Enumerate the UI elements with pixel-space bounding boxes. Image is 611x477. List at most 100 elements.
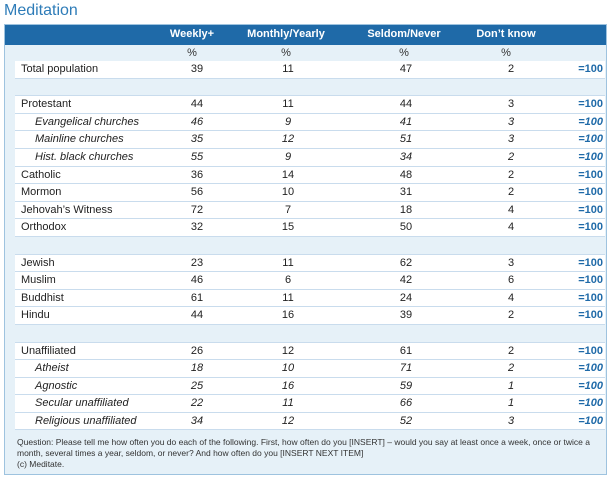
row-value: 12	[281, 414, 295, 427]
unit-label-weekly: %	[187, 47, 197, 59]
row-total: =100	[578, 168, 603, 181]
row-label: Agnostic	[35, 379, 78, 392]
row-total: =100	[578, 379, 603, 392]
row-value: 2	[507, 362, 515, 375]
row-total: =100	[578, 186, 603, 199]
row-label: Unaffiliated	[21, 344, 76, 357]
row-label: Jehovah’s Witness	[21, 203, 113, 216]
row-value: 3	[507, 133, 515, 146]
row-total: =100	[578, 414, 603, 427]
row-value: 36	[190, 168, 204, 181]
row-total: =100	[578, 274, 603, 287]
unit-label-seldom-never: %	[399, 47, 409, 59]
row-value: 11	[282, 397, 294, 410]
column-header-monthly-yearly: Monthly/Yearly	[247, 28, 325, 40]
row-label: Mainline churches	[35, 133, 124, 146]
row-label: Hist. black churches	[35, 150, 134, 163]
row-value: 46	[190, 274, 204, 287]
table-row: Catholic 36 14 48 2 =100	[15, 166, 605, 185]
row-value: 11	[282, 98, 294, 111]
row-value: 12	[281, 344, 295, 357]
row-label: Evangelical churches	[35, 115, 139, 128]
row-total: =100	[578, 344, 603, 357]
row-value: 50	[399, 221, 413, 234]
row-value: 22	[190, 397, 204, 410]
row-value: 71	[399, 362, 413, 375]
table-panel: Weekly+ Monthly/Yearly Seldom/Never Don’…	[4, 24, 607, 475]
row-value: 44	[190, 309, 204, 322]
row-value: 31	[399, 186, 413, 199]
row-value: 34	[190, 414, 204, 427]
row-label: Religious unaffiliated	[35, 414, 137, 427]
column-header-dont-know: Don’t know	[476, 28, 536, 40]
row-total: =100	[578, 115, 603, 128]
table-row: Jewish 23 11 62 3 =100	[15, 254, 605, 273]
page-title: Meditation	[4, 2, 78, 19]
row-label: Catholic	[21, 168, 61, 181]
row-value: 9	[284, 150, 292, 163]
row-label: Hindu	[21, 309, 50, 322]
row-label: Mormon	[21, 186, 62, 199]
row-value: 26	[190, 344, 204, 357]
row-label: Protestant	[21, 98, 72, 111]
row-value: 52	[399, 414, 413, 427]
row-value: 62	[399, 256, 413, 269]
row-value: 39	[190, 63, 204, 75]
row-value: 41	[399, 115, 413, 128]
row-value: 11	[282, 63, 294, 75]
row-value: 1	[507, 379, 515, 392]
table-row: Muslim 46 6 42 6 =100	[15, 272, 605, 290]
row-value: 9	[284, 115, 292, 128]
table-row: Mormon 56 10 31 2 =100	[15, 184, 605, 202]
row-value: 44	[190, 98, 204, 111]
column-header-bar: Weekly+ Monthly/Yearly Seldom/Never Don’…	[5, 25, 606, 45]
row-value: 51	[399, 133, 413, 146]
row-value: 3	[507, 256, 515, 269]
row-total: =100	[578, 150, 603, 163]
table-row: Buddhist 61 11 24 4 =100	[15, 289, 605, 308]
table-row: Unaffiliated 26 12 61 2 =100	[15, 342, 605, 361]
row-value: 4	[507, 203, 515, 216]
row-label: Total population	[21, 63, 99, 75]
row-value: 61	[399, 344, 413, 357]
row-value: 42	[399, 274, 413, 287]
row-value: 3	[507, 115, 515, 128]
row-value: 35	[190, 133, 204, 146]
row-total: =100	[578, 221, 603, 234]
row-value: 24	[399, 291, 413, 304]
column-header-seldom-never: Seldom/Never	[367, 28, 441, 40]
table-spacer	[15, 237, 605, 255]
row-value: 4	[507, 291, 515, 304]
row-value: 59	[399, 379, 413, 392]
row-value: 6	[507, 274, 515, 287]
table-spacer	[15, 325, 605, 343]
row-value: 16	[281, 309, 295, 322]
table-row: Protestant 44 11 44 3 =100	[15, 96, 605, 114]
table-row: Atheist 18 10 71 2 =100	[15, 360, 605, 378]
table-row: Mainline churches 35 12 51 3 =100	[15, 131, 605, 149]
row-label: Secular unaffiliated	[35, 397, 129, 410]
row-value: 46	[190, 115, 204, 128]
table-spacer	[15, 79, 605, 97]
row-value: 11	[282, 256, 294, 269]
footnote: Question: Please tell me how often you d…	[17, 437, 602, 470]
row-value: 47	[399, 63, 413, 75]
row-value: 66	[399, 397, 413, 410]
row-value: 4	[507, 221, 515, 234]
row-value: 10	[281, 362, 295, 375]
table-body: Total population 39 11 47 2 =100 Protestant 44 1…	[15, 61, 605, 431]
footnote-item: (c) Meditate.	[17, 459, 65, 469]
row-value: 7	[284, 203, 292, 216]
row-value: 2	[507, 186, 515, 199]
row-total: =100	[578, 309, 603, 322]
row-value: 2	[507, 168, 515, 181]
table-row: Agnostic 25 16 59 1 =100	[15, 377, 605, 396]
row-value: 34	[399, 150, 413, 163]
table-row: Orthodox 32 15 50 4 =100	[15, 219, 605, 237]
row-value: 1	[507, 397, 515, 410]
row-label: Muslim	[21, 274, 56, 287]
row-value: 48	[399, 168, 413, 181]
row-value: 11	[282, 291, 294, 304]
row-total: =100	[578, 98, 603, 111]
row-value: 25	[190, 379, 204, 392]
